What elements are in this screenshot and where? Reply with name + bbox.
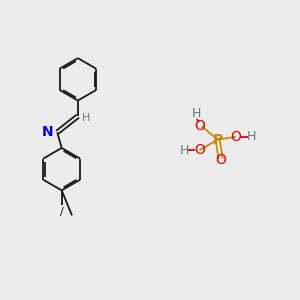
Text: O: O (230, 130, 241, 144)
Text: O: O (215, 153, 226, 167)
Text: H: H (179, 144, 189, 157)
Text: N: N (42, 125, 53, 139)
Text: H: H (191, 107, 201, 120)
Text: P: P (213, 133, 223, 147)
Text: O: O (194, 119, 205, 133)
Text: H: H (246, 130, 256, 143)
Text: H: H (82, 113, 90, 123)
Text: /: / (60, 207, 64, 218)
Text: O: O (194, 143, 205, 157)
